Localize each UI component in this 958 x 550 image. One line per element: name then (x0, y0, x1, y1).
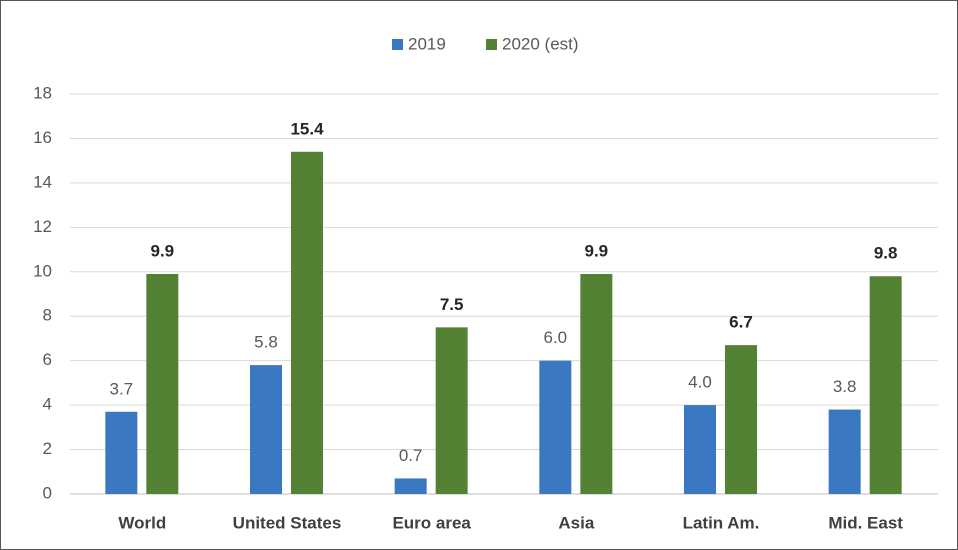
x-tick-label: Euro area (392, 513, 471, 532)
y-tick-label: 6 (43, 350, 52, 369)
bar (539, 360, 572, 494)
bar (146, 274, 179, 494)
bar (684, 405, 716, 494)
y-tick-label: 0 (43, 483, 52, 502)
data-label: 5.8 (254, 333, 278, 352)
bar (291, 151, 323, 494)
bar (580, 274, 613, 494)
data-label: 9.9 (585, 241, 609, 260)
y-tick-label: 12 (33, 217, 52, 236)
bar (869, 276, 902, 494)
data-label: 9.8 (874, 244, 898, 263)
bar (828, 409, 861, 494)
y-tick-label: 10 (33, 261, 52, 280)
bar (725, 345, 757, 494)
y-tick-label: 18 (33, 83, 52, 102)
y-tick-label: 4 (43, 395, 52, 414)
x-tick-label: Mid. East (828, 513, 903, 532)
x-tick-label: Asia (558, 513, 594, 532)
data-label: 6.7 (729, 313, 753, 332)
bar (394, 478, 427, 494)
x-tick-label: Latin Am. (683, 513, 760, 532)
data-label: 0.7 (399, 446, 423, 465)
data-label: 3.8 (833, 377, 857, 396)
x-tick-label: World (118, 513, 166, 532)
bar (435, 327, 468, 494)
x-tick-label: United States (233, 513, 342, 532)
legend-label: 2019 (408, 34, 446, 53)
data-label: 4.0 (688, 373, 712, 392)
data-label: 9.9 (151, 241, 175, 260)
legend-swatch (392, 39, 403, 50)
data-label: 7.5 (440, 295, 464, 314)
data-label: 15.4 (290, 119, 324, 138)
y-tick-label: 2 (43, 439, 52, 458)
legend-swatch (486, 39, 497, 50)
bar (250, 365, 282, 494)
legend-label: 2020 (est) (502, 34, 579, 53)
bar (105, 411, 138, 494)
y-tick-label: 8 (43, 306, 52, 325)
y-tick-label: 16 (33, 128, 52, 147)
data-label: 3.7 (110, 379, 134, 398)
data-label: 6.0 (544, 328, 568, 347)
y-tick-label: 14 (33, 172, 52, 191)
